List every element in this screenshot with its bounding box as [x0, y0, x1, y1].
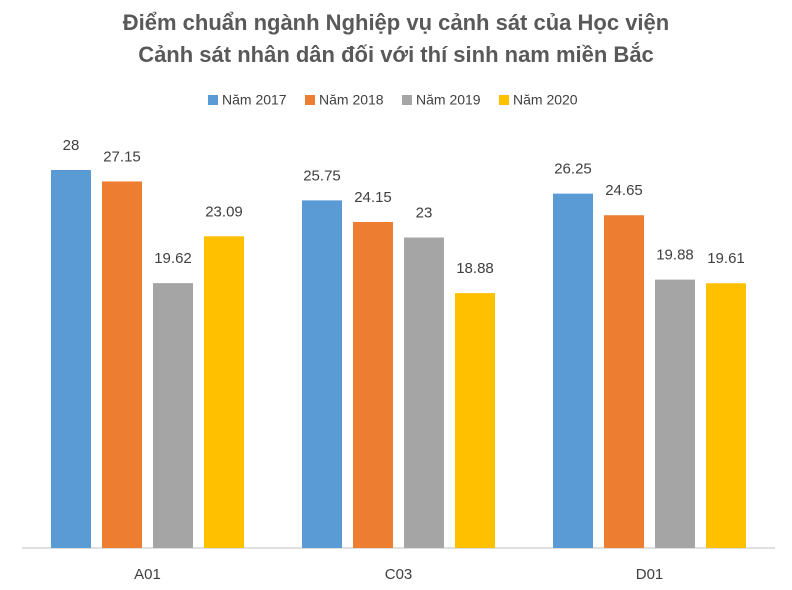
legend-swatch — [499, 95, 509, 105]
value-label: 25.75 — [303, 167, 341, 184]
value-label: 26.25 — [554, 161, 592, 178]
legend-label: Năm 2020 — [513, 92, 578, 108]
bar — [51, 170, 91, 548]
legend-label: Năm 2017 — [222, 92, 287, 108]
bar — [655, 279, 695, 548]
bar — [204, 236, 244, 548]
bar — [604, 215, 644, 548]
x-tick-label: C03 — [385, 566, 413, 583]
value-label: 27.15 — [103, 148, 141, 165]
legend-label: Năm 2018 — [319, 92, 384, 108]
bar — [404, 237, 444, 548]
bar — [153, 283, 193, 548]
legend-label: Năm 2019 — [416, 92, 481, 108]
bar — [353, 221, 393, 548]
bar — [455, 293, 495, 548]
chart-title: Cảnh sát nhân dân đối với thí sinh nam m… — [138, 42, 654, 67]
value-label: 23 — [416, 204, 433, 221]
legend-swatch — [402, 95, 412, 105]
bar — [102, 181, 142, 548]
bar — [553, 193, 593, 548]
value-label: 18.88 — [456, 260, 494, 277]
value-label: 19.62 — [154, 250, 192, 267]
legend-swatch — [305, 95, 315, 105]
bar — [706, 283, 746, 548]
value-label: 19.61 — [707, 250, 745, 267]
value-label: 19.88 — [656, 247, 694, 264]
value-label: 24.15 — [354, 189, 392, 206]
legend-swatch — [208, 95, 218, 105]
x-tick-label: D01 — [636, 566, 664, 583]
chart-title: Điểm chuẩn ngành Nghiệp vụ cảnh sát của … — [123, 10, 669, 35]
bar — [302, 200, 342, 548]
value-label: 24.65 — [605, 182, 643, 199]
x-tick-label: A01 — [134, 566, 161, 583]
value-label: 28 — [63, 137, 80, 154]
value-label: 23.09 — [205, 203, 243, 220]
